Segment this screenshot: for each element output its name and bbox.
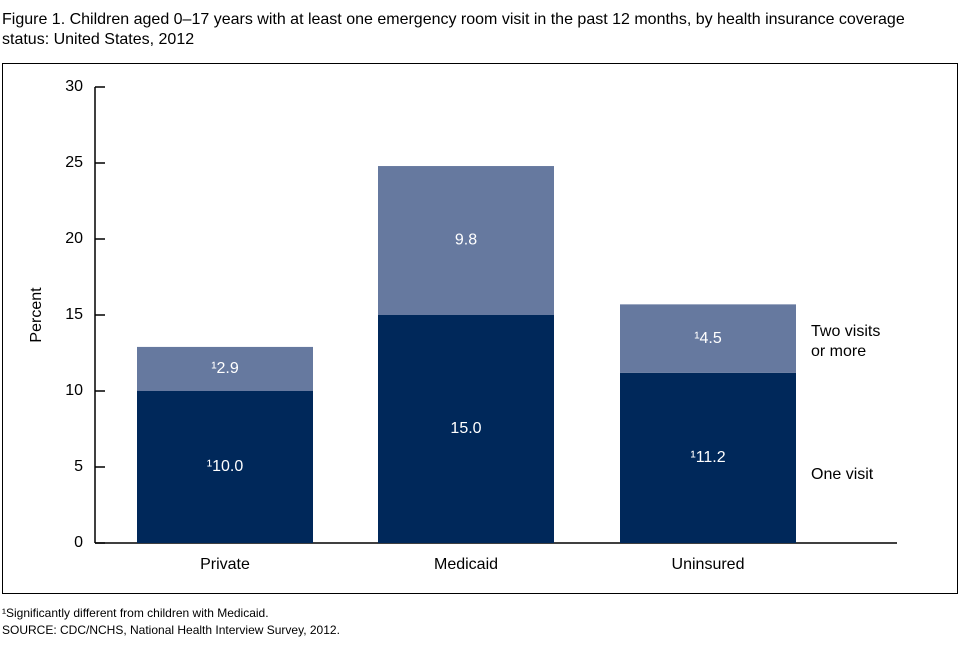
value-label: ¹2.9 bbox=[211, 360, 239, 377]
value-label: ¹4.5 bbox=[694, 330, 722, 347]
y-tick-label: 10 bbox=[65, 382, 83, 399]
x-tick-label: Medicaid bbox=[434, 556, 498, 573]
legend-label: Two visits or more bbox=[811, 323, 881, 360]
bar-segment bbox=[620, 304, 796, 373]
y-tick-label: 20 bbox=[65, 230, 83, 247]
legend-label: One visit bbox=[811, 466, 874, 483]
footnote: ¹Significantly different from children w… bbox=[2, 606, 269, 620]
x-tick-label: Private bbox=[200, 556, 250, 573]
value-label: 15.0 bbox=[450, 420, 481, 437]
y-axis-label: Percent bbox=[28, 287, 45, 343]
x-tick-label: Uninsured bbox=[672, 556, 745, 573]
chart-frame bbox=[2, 63, 958, 594]
source: SOURCE: CDC/NCHS, National Health Interv… bbox=[2, 623, 340, 637]
value-label: 9.8 bbox=[455, 232, 477, 249]
bar-segment bbox=[137, 391, 313, 543]
bar-segment bbox=[378, 166, 554, 315]
chart-title: Figure 1. Children aged 0–17 years with … bbox=[2, 11, 905, 48]
y-tick-label: 30 bbox=[65, 78, 83, 95]
y-tick-label: 15 bbox=[65, 306, 83, 323]
value-label: ¹11.2 bbox=[690, 449, 725, 466]
value-label: ¹10.0 bbox=[207, 458, 244, 475]
bar-segment bbox=[137, 346, 313, 391]
y-tick-label: 25 bbox=[65, 154, 83, 171]
bar-segment bbox=[620, 372, 796, 543]
y-tick-label: 0 bbox=[74, 534, 83, 551]
bar-segment bbox=[378, 315, 554, 543]
y-tick-label: 5 bbox=[74, 458, 83, 475]
